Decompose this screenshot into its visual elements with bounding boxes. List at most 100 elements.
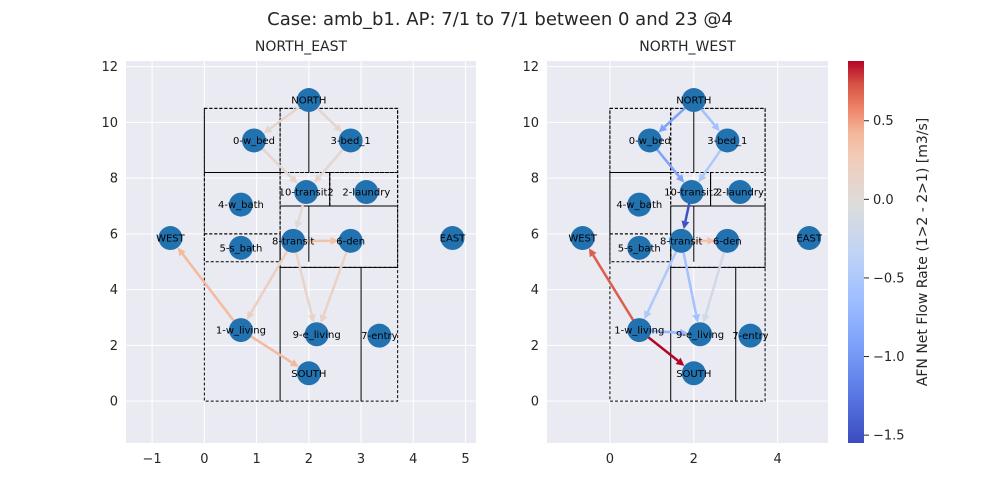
node-label: 10-transit2	[279, 188, 334, 199]
room-wall	[203, 233, 281, 263]
node-marker	[228, 192, 253, 217]
node-label: SOUTH	[676, 369, 711, 380]
node-label: 6-den	[713, 236, 742, 247]
flow-arrowhead	[711, 122, 720, 132]
room-wall	[203, 172, 281, 235]
node-marker	[669, 228, 694, 253]
node-label: 9-e_living	[293, 330, 341, 341]
node-marker	[681, 361, 706, 386]
x-tick-label: 4	[774, 452, 782, 467]
node-label: 0-w_bed	[233, 136, 275, 147]
y-tick-label: 12	[522, 60, 539, 75]
node-marker	[367, 323, 392, 348]
y-tick-label: 6	[110, 227, 118, 242]
node-marker	[570, 226, 595, 251]
flow-arrowhead	[330, 236, 339, 245]
flow-arrowhead	[289, 175, 298, 184]
flow-arrowhead	[679, 328, 689, 337]
colorbar-tick-label: −1.5	[873, 429, 905, 444]
node-marker	[627, 318, 652, 343]
flow-arrowhead	[658, 123, 668, 133]
node-marker	[241, 128, 266, 153]
flow-arrowhead	[701, 313, 710, 323]
node-marker	[354, 180, 379, 205]
node-marker	[681, 88, 706, 113]
node-label: 2-laundry	[342, 188, 390, 199]
y-tick-label: 10	[101, 116, 118, 131]
node-label: 4-w_bath	[616, 200, 662, 211]
colorbar-ticks: 0.5 0.0 −0.5 −1.0 −1.5	[864, 114, 905, 444]
flow-arrowhead	[246, 310, 255, 320]
node-label: 1-w_living	[614, 326, 664, 337]
node-label: WEST	[568, 234, 598, 245]
flow-arrowhead	[333, 123, 343, 133]
y-tick-label: 0	[110, 395, 118, 410]
flow-edge	[291, 240, 314, 316]
flow-arrowhead	[588, 248, 597, 258]
x-tick-label: 0	[200, 452, 208, 467]
node-label: EAST	[796, 234, 823, 245]
node-label: 7-entry	[732, 331, 768, 342]
room-wall	[609, 233, 672, 263]
colorbar-tick-label: −0.5	[873, 271, 905, 286]
y-tick-label: 4	[531, 283, 539, 298]
node-label: 6-den	[336, 236, 365, 247]
x-tick-label: 1	[252, 452, 260, 467]
flow-arrowhead	[314, 174, 323, 183]
node-marker	[296, 88, 321, 113]
node-label: NORTH	[291, 96, 326, 107]
node-marker	[797, 226, 822, 251]
flow-arrowhead	[307, 313, 316, 323]
x-tick-label: 2	[690, 452, 698, 467]
node-marker	[715, 128, 740, 153]
flow-arrowhead	[263, 125, 273, 134]
node-marker	[296, 361, 321, 386]
colorbar-tick-label: 0.0	[873, 193, 894, 208]
node-marker	[627, 192, 652, 217]
flow-arrowhead	[675, 357, 685, 366]
node-label: 4-w_bath	[218, 200, 264, 211]
flow-edge	[704, 240, 729, 316]
y-tick-label: 10	[522, 116, 539, 131]
node-label: 7-entry	[361, 331, 397, 342]
flow-arrowhead	[294, 220, 303, 230]
node-marker	[294, 180, 319, 205]
colorbar-tick-label: 0.5	[873, 114, 894, 129]
flow-edge	[646, 240, 683, 313]
plot-area	[126, 61, 476, 443]
plot-area	[547, 61, 828, 443]
node-marker	[304, 322, 329, 347]
colorbar-tick-label: −1.0	[873, 350, 905, 365]
node-label: SOUTH	[291, 369, 326, 380]
x-tick-label: 2	[305, 452, 313, 467]
node-label: 5-s_bath	[618, 243, 661, 254]
node-marker	[637, 128, 662, 153]
flow-edge	[592, 254, 641, 331]
flow-arrowhead	[319, 314, 328, 323]
node-marker	[688, 322, 713, 347]
node-marker	[158, 226, 183, 251]
x-tick-label: 5	[461, 452, 469, 467]
node-marker	[627, 235, 652, 260]
x-tick-label: −1	[143, 452, 162, 467]
colorbar-label: AFN Net Flow Rate (1>2 - 2>1) [m3/s]	[915, 118, 931, 386]
node-label: NORTH	[676, 96, 711, 107]
node-label: 8-transit	[272, 236, 314, 247]
node-label: 8-transit	[660, 236, 702, 247]
x-tick-label: 4	[409, 452, 417, 467]
node-label: 2-laundry	[716, 188, 764, 199]
y-tick-label: 2	[531, 339, 539, 354]
flow-arrowhead	[707, 236, 716, 245]
node-marker	[738, 323, 763, 348]
node-marker	[440, 226, 465, 251]
x-tick-label: 3	[357, 452, 365, 467]
node-label: 10-transit2	[664, 188, 719, 199]
node-label: EAST	[440, 234, 467, 245]
panel-north-west: 0 2 4 0 2 4 6 8 10 12 NORTH_WEST NORTH 0-w_bed 3-bed_…	[522, 39, 828, 467]
node-label: 3-bed_1	[331, 136, 371, 147]
panel-title: NORTH_WEST	[639, 39, 736, 55]
colorbar-gradient	[848, 61, 864, 443]
flow-edge	[679, 240, 698, 315]
